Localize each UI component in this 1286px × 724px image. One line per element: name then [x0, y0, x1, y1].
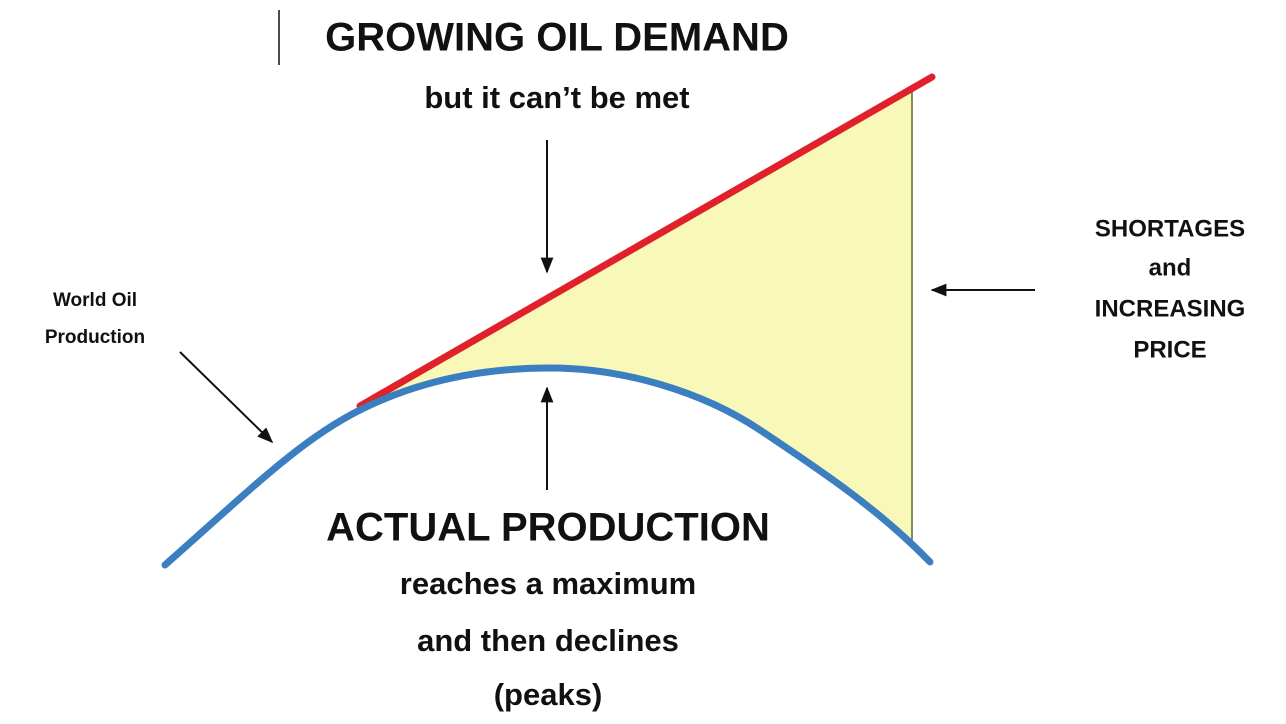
shortage-label: INCREASING [1095, 295, 1246, 322]
production-line: and then declines [417, 623, 679, 658]
production-line: (peaks) [494, 677, 603, 712]
world-label: Production [45, 327, 145, 348]
production-title: ACTUAL PRODUCTION [326, 506, 770, 550]
world-label: World Oil [53, 290, 137, 311]
arrow [179, 351, 274, 444]
production-line: reaches a maximum [400, 566, 696, 601]
shortage-label: SHORTAGES [1095, 215, 1245, 242]
production-curve [161, 364, 934, 569]
shortage-area [360, 88, 912, 545]
shortage-label: and [1149, 254, 1192, 281]
demand-subtitle: but it can’t be met [424, 80, 689, 115]
shortage-label: PRICE [1133, 336, 1206, 363]
demand-title: GROWING OIL DEMAND [325, 16, 789, 60]
demand-line [356, 73, 936, 410]
